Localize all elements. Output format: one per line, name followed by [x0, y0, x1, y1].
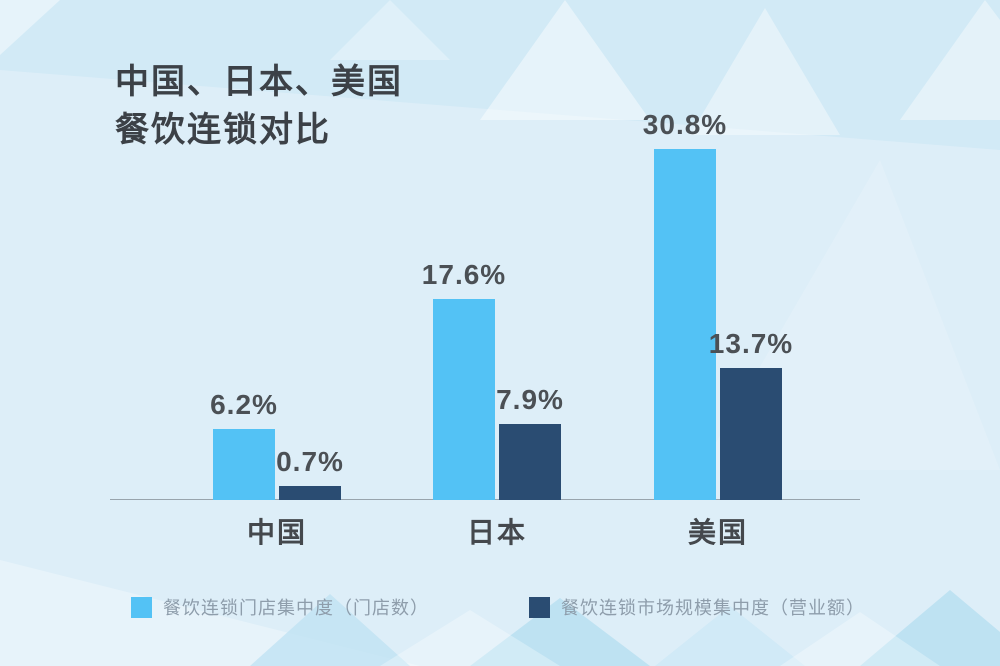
legend-item-store-concentration: 餐饮连锁门店集中度（门店数） — [131, 594, 429, 620]
bar-value-label: 17.6% — [421, 259, 507, 291]
chart-title-line1: 中国、日本、美国 — [115, 63, 403, 101]
bar-series1-3: 30.8% — [643, 109, 726, 500]
category-label-2: 日本 — [466, 517, 527, 548]
bar-series1-2: 17.6% — [422, 259, 505, 500]
bar-value-label: 6.2% — [210, 389, 278, 421]
category-label-1: 中国 — [246, 517, 307, 548]
bar-series2-2: 7.9% — [496, 384, 563, 500]
legend-swatch-light-blue — [131, 596, 152, 618]
legend-label-market-concentration: 餐饮连锁市场规模集中度（营业额） — [561, 598, 865, 618]
bar-value-label: 0.7% — [276, 446, 344, 477]
bar-series1-1: 6.2% — [210, 389, 277, 500]
legend-swatch-dark-navy — [529, 596, 550, 618]
legend-item-market-concentration: 餐饮连锁市场规模集中度（营业额） — [529, 594, 865, 620]
chart-title-line2: 餐饮连锁对比 — [115, 111, 331, 150]
chart-title: 中国、日本、美国 餐饮连锁对比 — [115, 58, 403, 155]
bar-group-2: 17.6% 7.9% — [417, 259, 577, 500]
bar-group-1: 6.2% 0.7% — [197, 389, 357, 500]
bar-group-3: 30.8% 13.7% — [638, 109, 798, 500]
bar-series2-3: 13.7% — [709, 328, 792, 500]
legend-label-store-concentration: 餐饮连锁门店集中度（门店数） — [163, 598, 429, 618]
category-label-3: 美国 — [687, 517, 748, 548]
bar-value-label: 30.8% — [642, 108, 728, 140]
chart-legend: 餐饮连锁门店集中度（门店数） 餐饮连锁市场规模集中度（营业额） — [0, 594, 1000, 622]
bar-chart-plot-area: 6.2% 0.7% 17.6% 7.9% 30.8% 13.7% 中国 日本 美国 — [110, 0, 860, 548]
bar-value-label: 7.9% — [496, 384, 564, 416]
bar-series2-1: 0.7% — [276, 446, 343, 500]
bar-value-label: 13.7% — [708, 328, 794, 360]
